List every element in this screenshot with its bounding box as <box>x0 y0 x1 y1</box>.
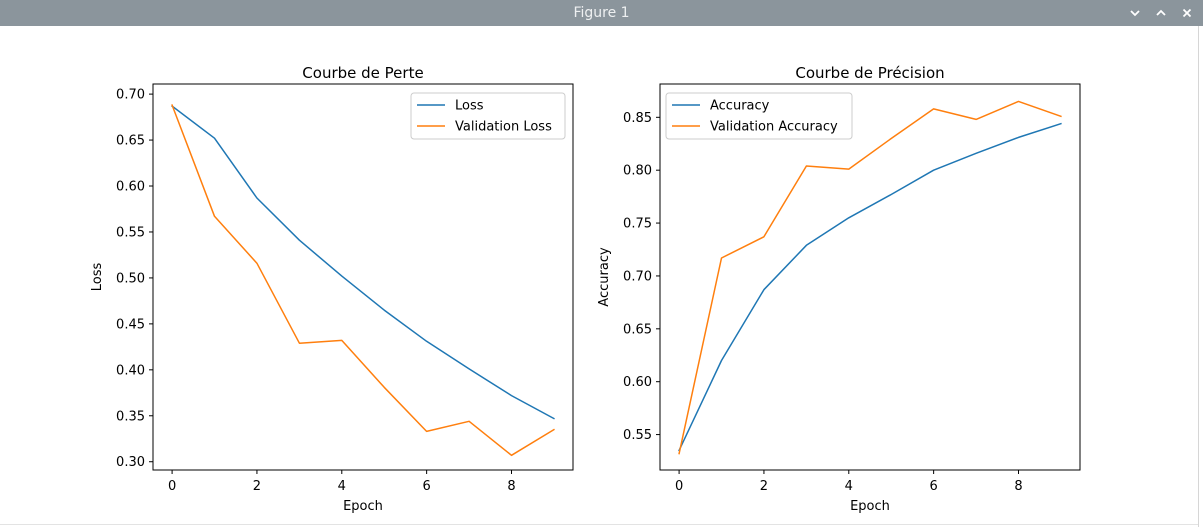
chart-2-legend-box <box>665 92 853 140</box>
chart-2-title: Courbe de Précision <box>795 64 944 82</box>
chart-1-y-tick-label: 0.35 <box>116 409 145 424</box>
chart-2-y-tick-label: 0.75 <box>623 217 652 232</box>
chart-2-x-tick-label: 4 <box>845 479 853 494</box>
chart-1-y-tick-label: 0.55 <box>116 225 145 240</box>
chart-2-x-axis-label: Epoch <box>850 499 890 514</box>
chart-1-series-line-2 <box>171 104 555 457</box>
chart-2-y-axis-label: Accuracy <box>597 247 612 307</box>
chart-1-y-tick-label: 0.50 <box>116 271 145 286</box>
chart-2-axes-frame <box>659 83 1081 471</box>
window-title: Figure 1 <box>573 5 630 21</box>
chart-2-y-tick-label: 0.85 <box>623 111 652 126</box>
chart-1-series-line-1 <box>171 105 555 420</box>
close-icon <box>1182 8 1192 18</box>
chevron-up-icon <box>1156 9 1166 16</box>
chart-1-legend-box <box>410 92 566 140</box>
chart-2-x-tick-label: 6 <box>929 479 937 494</box>
chart-1-x-axis-label: Epoch <box>343 499 383 514</box>
chart-1-x-tick-label: 2 <box>253 479 261 494</box>
chart-2-x-tick-label: 2 <box>760 479 768 494</box>
chevron-down-icon <box>1130 10 1140 17</box>
chart-2-series-line-2 <box>678 100 1062 455</box>
chart-1: 0 2 4 6 8 0.30 0.35 0.40 0.45 0.50 0.55 0.60 0.65 0.7… <box>90 64 574 514</box>
minimize-button[interactable] <box>1125 3 1145 23</box>
chart-2-x-tick-label: 8 <box>1014 479 1022 494</box>
chart-2-y-tick-label: 0.65 <box>623 322 652 337</box>
chart-1-y-axis-label: Loss <box>90 263 105 292</box>
maximize-button[interactable] <box>1151 3 1171 23</box>
chart-2-y-tick-label: 0.80 <box>623 164 652 179</box>
chart-2-y-tick-label: 0.60 <box>623 375 652 390</box>
chart-1-x-tick-label: 4 <box>338 479 346 494</box>
chart-2-y-tick-label: 0.70 <box>623 269 652 284</box>
window-bottom-edge <box>0 524 1198 525</box>
chart-1-y-tick-label: 0.60 <box>116 180 145 195</box>
chart-1-y-tick-label: 0.45 <box>116 317 145 332</box>
chart-2-legend-label-2: Validation Accuracy <box>710 120 838 135</box>
chart-1-y-tick-label: 0.65 <box>116 134 145 149</box>
chart-2-x-tick-label: 0 <box>675 479 683 494</box>
window-titlebar[interactable]: Figure 1 <box>0 0 1203 26</box>
chart-1-x-tick-label: 6 <box>422 479 430 494</box>
chart-1-x-tick-label: 0 <box>168 479 176 494</box>
chart-2: 0 2 4 6 8 0.55 0.60 0.65 0.70 0.75 0.80 0.85 Courbe … <box>597 64 1081 514</box>
window-edge <box>1198 26 1199 527</box>
chart-2-legend: Accuracy Validation Accuracy <box>665 92 853 140</box>
chart-1-x-tick-label: 8 <box>507 479 515 494</box>
chart-1-y-tick-label: 0.70 <box>116 88 145 103</box>
chart-1-legend-label-2: Validation Loss <box>455 120 552 135</box>
chart-2-series-line-1 <box>678 122 1062 452</box>
chart-1-y-tick-label: 0.30 <box>116 455 145 470</box>
chart-1-y-tick-label: 0.40 <box>116 363 145 378</box>
chart-1-legend-label-1: Loss <box>455 99 484 114</box>
chart-2-y-tick-label: 0.55 <box>623 428 652 443</box>
close-button[interactable] <box>1177 3 1197 23</box>
chart-1-legend: Loss Validation Loss <box>410 92 566 140</box>
chart-2-legend-label-1: Accuracy <box>710 99 770 114</box>
chart-1-title: Courbe de Perte <box>302 64 423 82</box>
figure-canvas <box>0 26 1203 527</box>
chart-1-axes-frame <box>152 83 574 471</box>
